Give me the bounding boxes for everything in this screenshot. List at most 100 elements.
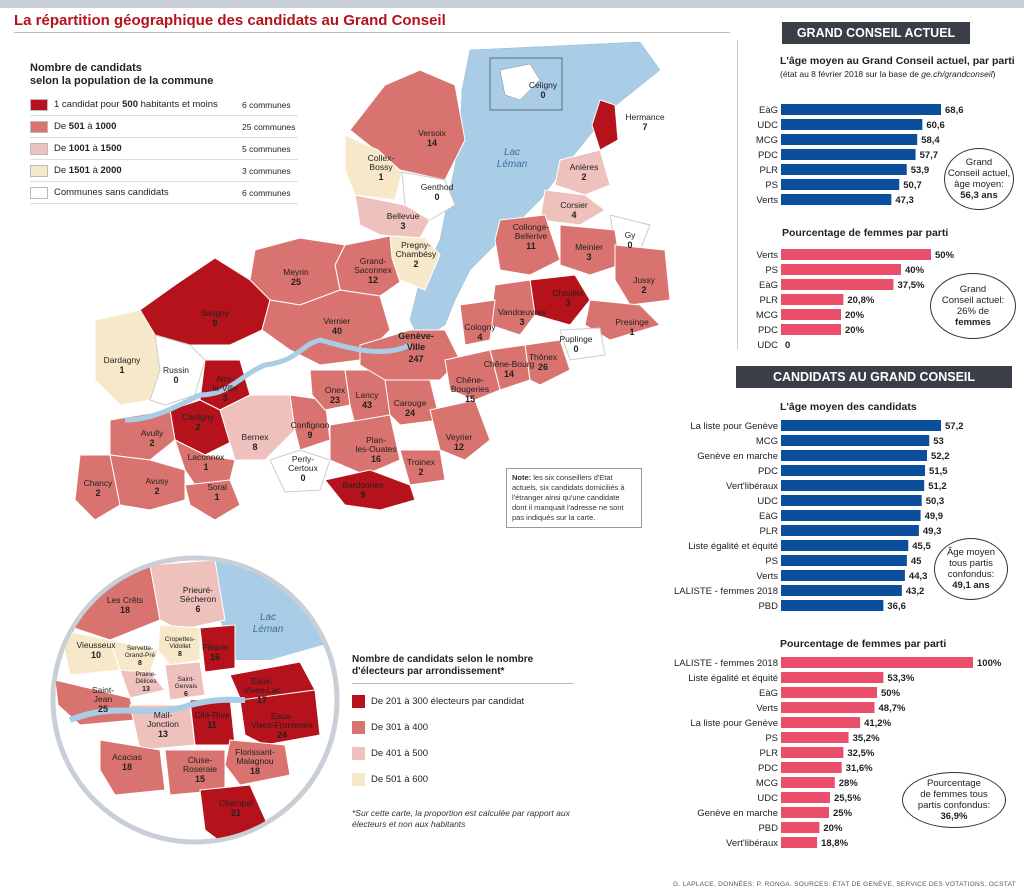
bar-category-label: Verts bbox=[756, 250, 778, 261]
commune-shape-perly bbox=[269, 449, 331, 493]
legend-commune-title: Nombre de candidats selon la population … bbox=[30, 62, 298, 88]
commune-count: 0 bbox=[300, 473, 305, 483]
bar-category-label: PDC bbox=[758, 325, 778, 336]
bar bbox=[781, 585, 902, 596]
bar bbox=[781, 525, 919, 536]
commune-name: Satigny bbox=[201, 308, 230, 318]
commune-name: Chêne- bbox=[456, 375, 484, 385]
commune-name: Ville bbox=[407, 342, 425, 352]
legend-swatch bbox=[352, 772, 365, 786]
bar bbox=[781, 687, 877, 698]
commune-shape-soral bbox=[184, 479, 241, 521]
commune-count: 2 bbox=[95, 488, 100, 498]
bar-value-label: 44,3 bbox=[909, 571, 928, 582]
commune-name: Presinge bbox=[615, 317, 649, 327]
commune-name: la-Ville bbox=[212, 383, 238, 393]
bar-category-label: PLR bbox=[760, 165, 779, 176]
legend-commune-row: Communes sans candidats 6 communes bbox=[30, 182, 298, 204]
commune-count: 25 bbox=[291, 277, 301, 287]
commune-shape-satigny bbox=[139, 257, 271, 346]
bar bbox=[781, 837, 818, 848]
arr-name: Pâquis bbox=[202, 642, 228, 652]
bar-category-label: MCG bbox=[756, 436, 778, 447]
arr-name: Champel bbox=[219, 798, 253, 808]
bar-value-label: 20% bbox=[823, 823, 843, 834]
commune-name: Jussy bbox=[633, 275, 655, 285]
bar-category-label: EàG bbox=[759, 511, 778, 522]
commune-name: Grand- bbox=[360, 256, 387, 266]
bar-value-label: 60,6 bbox=[926, 120, 945, 131]
commune-count: 9 bbox=[307, 430, 312, 440]
arr-shape-acacias bbox=[99, 739, 166, 796]
legend-commune-count: 6 communes bbox=[242, 187, 291, 198]
commune-name: Saconnex bbox=[354, 265, 393, 275]
bar-category-label: PS bbox=[765, 265, 778, 276]
arr-name: Saint- bbox=[178, 676, 195, 683]
legend-commune-count: 3 communes bbox=[242, 165, 291, 176]
legend-swatch bbox=[30, 120, 48, 133]
arr-name: Jean bbox=[94, 694, 113, 704]
commune-count: 2 bbox=[149, 438, 154, 448]
commune-count: 3 bbox=[222, 393, 227, 403]
arr-shape-paquis bbox=[199, 624, 236, 673]
bar-category-label: UDC bbox=[757, 496, 778, 507]
bar bbox=[781, 104, 941, 115]
arr-shape-prairie bbox=[119, 669, 166, 699]
bar-value-label: 49,3 bbox=[923, 526, 942, 537]
bar-category-label: MCG bbox=[756, 778, 778, 789]
chart-callout-line: partis confondus: bbox=[917, 800, 991, 811]
bar-value-label: 57,2 bbox=[945, 421, 964, 432]
bar-value-label: 18,8% bbox=[821, 838, 848, 849]
commune-shape-russin bbox=[149, 334, 206, 406]
bar-category-label: PS bbox=[765, 556, 778, 567]
chart-callout-text: Grand Conseil actuel: 26% de femmes bbox=[942, 284, 1004, 328]
bar-value-label: 68,6 bbox=[945, 105, 964, 116]
commune-name: Perly- bbox=[292, 454, 314, 464]
zoom-lake-label-line1: Lac bbox=[260, 612, 276, 623]
chart3-title: L'âge moyen des candidats bbox=[780, 401, 917, 413]
commune-name: Cologny bbox=[464, 322, 496, 332]
bar bbox=[781, 134, 918, 145]
bar-value-label: 51,2 bbox=[928, 481, 947, 492]
lake-label-line2: Léman bbox=[497, 159, 528, 170]
bar-value-label: 58,4 bbox=[921, 135, 940, 146]
legend-arr-footnote: *Sur cette carte, la proportion est calc… bbox=[352, 808, 570, 829]
commune-name: Collonge- bbox=[513, 222, 550, 232]
bar bbox=[781, 570, 905, 581]
bar-value-label: 50% bbox=[881, 688, 901, 699]
chart-callout-line: Grand bbox=[959, 284, 987, 295]
legend-commune-row: De 1501 à 2000 3 communes bbox=[30, 160, 298, 182]
bar-value-label: 20% bbox=[845, 310, 865, 321]
arr-name: Cité-Rive bbox=[195, 710, 230, 720]
commune-name: Meyrin bbox=[283, 267, 309, 277]
legend-commune-row: De 1001 à 1500 5 communes bbox=[30, 138, 298, 160]
bar bbox=[781, 465, 926, 476]
bar bbox=[781, 264, 901, 275]
bar-value-label: 20% bbox=[845, 325, 865, 336]
commune-name: Certoux bbox=[288, 463, 319, 473]
chart4-title: Pourcentage de femmes par parti bbox=[780, 638, 947, 650]
bar-category-label: PDC bbox=[758, 466, 778, 477]
bar-category-label: PBD bbox=[758, 601, 778, 612]
commune-name: Soral bbox=[207, 482, 227, 492]
legend-commune-row: De 501 à 1000 25 communes bbox=[30, 116, 298, 138]
legend-commune-title-line1: Nombre de candidats bbox=[30, 62, 142, 74]
commune-shape-presinge bbox=[584, 299, 661, 341]
bar-value-label: 41,2% bbox=[864, 718, 891, 729]
commune-shape-plo bbox=[329, 414, 401, 476]
commune-name: Bardonnex bbox=[342, 480, 384, 490]
arr-name: Vives-Lac bbox=[243, 685, 281, 695]
legend-arr-label: De 301 à 400 bbox=[371, 721, 429, 733]
commune-shape-puplinge bbox=[559, 327, 606, 361]
bar bbox=[781, 450, 928, 461]
legend-swatch bbox=[30, 186, 48, 199]
chart1-subtitle-pre: (état au 8 février 2018 sur la base de bbox=[780, 69, 922, 79]
bar bbox=[781, 249, 931, 260]
commune-count: 4 bbox=[477, 332, 482, 342]
bar-value-label: 50% bbox=[935, 250, 955, 261]
chart-callout-line: âge moyen: bbox=[954, 179, 1004, 190]
legend-swatch bbox=[352, 746, 365, 760]
chart-callout-line: Âge moyen bbox=[946, 547, 996, 558]
arr-shape-cropettes bbox=[157, 624, 201, 666]
commune-name: Vernier bbox=[324, 316, 351, 326]
